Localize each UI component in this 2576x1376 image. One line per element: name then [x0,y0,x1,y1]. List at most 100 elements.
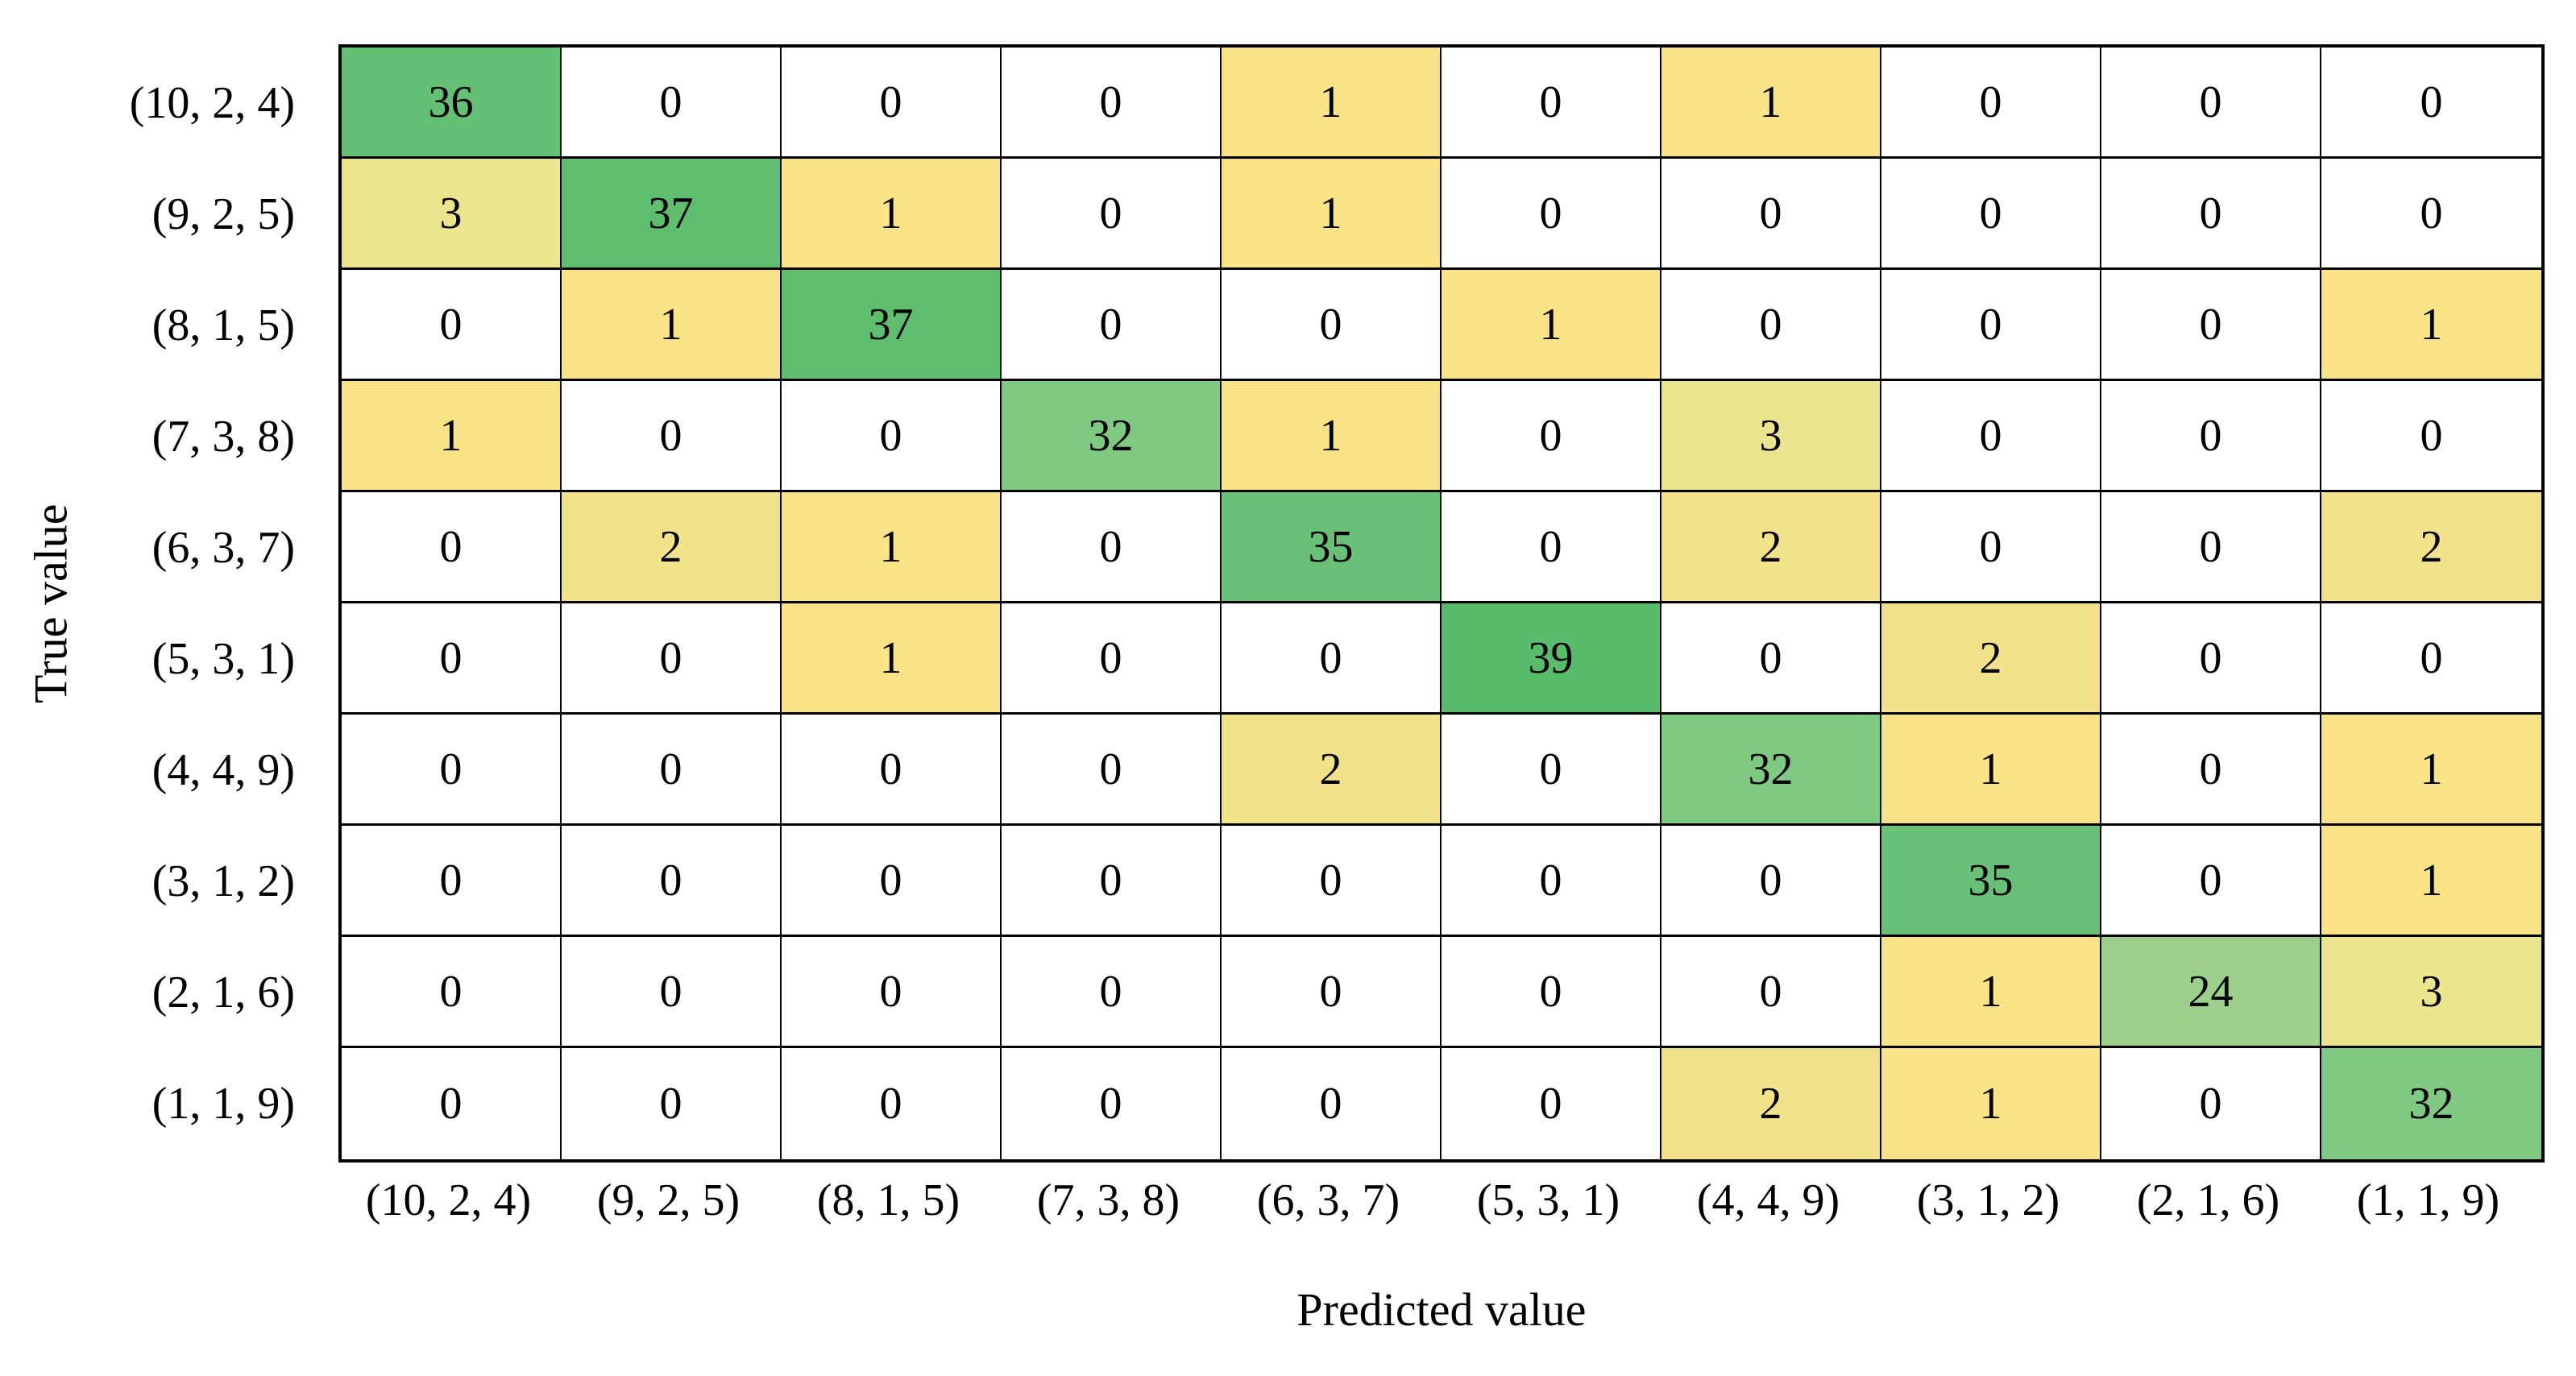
matrix-cell: 0 [342,492,562,603]
matrix-cell: 1 [1881,937,2101,1048]
matrix-cell: 1 [782,603,1002,715]
matrix-cell: 0 [1441,937,1661,1048]
matrix-cell: 1 [1222,159,1441,270]
matrix-cell: 1 [2321,270,2541,381]
row-label: (2, 1, 6) [151,968,295,1017]
matrix-cell: 0 [1881,48,2101,159]
matrix-cell: 1 [1222,381,1441,492]
matrix-cell: 0 [342,603,562,715]
col-label: (1, 1, 9) [2356,1175,2500,1225]
matrix-cell: 2 [562,492,782,603]
matrix-cell: 0 [1661,159,1881,270]
matrix-cell: 0 [342,1048,562,1159]
matrix-cell: 0 [1002,937,1222,1048]
row-label: (5, 3, 1) [151,634,295,684]
matrix-cell: 0 [782,48,1002,159]
matrix-cell: 0 [2321,603,2541,715]
col-label: (6, 3, 7) [1256,1175,1400,1225]
col-label: (3, 1, 2) [1916,1175,2060,1225]
matrix-cell: 0 [562,381,782,492]
matrix-cell: 1 [1441,270,1661,381]
matrix-cell: 37 [782,270,1002,381]
matrix-cell: 1 [1881,1048,2101,1159]
row-label: (3, 1, 2) [151,856,295,906]
matrix-cell: 0 [1661,270,1881,381]
matrix-cell: 2 [1222,715,1441,826]
matrix-cell: 0 [1002,715,1222,826]
matrix-cell: 0 [562,603,782,715]
matrix-cell: 2 [1661,492,1881,603]
row-label: (1, 1, 9) [151,1079,295,1129]
matrix-cell: 0 [1002,826,1222,937]
matrix-cell: 0 [1441,381,1661,492]
matrix-cell: 0 [1222,603,1441,715]
matrix-cell: 1 [1881,715,2101,826]
matrix-cell: 1 [2321,826,2541,937]
matrix-cell: 2 [1881,603,2101,715]
matrix-cell: 0 [2101,826,2321,937]
matrix-cell: 3 [342,159,562,270]
matrix-cell: 0 [1661,826,1881,937]
matrix-cell: 0 [2321,159,2541,270]
matrix-cell: 0 [1661,603,1881,715]
matrix-cell: 0 [1222,1048,1441,1159]
y-axis-tick-labels: (10, 2, 4) (9, 2, 5) (8, 1, 5) (7, 3, 8) (6,… [0,48,316,1159]
col-label: (9, 2, 5) [596,1175,740,1225]
matrix-cell: 36 [342,48,562,159]
confusion-matrix-grid: 36 0 0 0 1 0 1 0 0 0 3 37 1 0 1 0 0 0 0 0 0 1 37 0 0 1 0 0 0 1 1 0 0 32 1 0… [338,44,2545,1163]
matrix-cell: 1 [342,381,562,492]
matrix-cell: 0 [342,715,562,826]
matrix-cell: 0 [782,715,1002,826]
row-label: (4, 4, 9) [151,745,295,795]
row-label: (10, 2, 4) [129,78,295,128]
matrix-cell: 0 [2101,381,2321,492]
matrix-cell: 37 [562,159,782,270]
matrix-cell: 1 [782,159,1002,270]
row-label: (7, 3, 8) [151,412,295,462]
matrix-cell: 2 [2321,492,2541,603]
matrix-cell: 1 [562,270,782,381]
matrix-cell: 0 [1441,48,1661,159]
matrix-cell: 0 [782,1048,1002,1159]
matrix-cell: 1 [2321,715,2541,826]
matrix-cell: 0 [1881,270,2101,381]
matrix-cell: 0 [782,826,1002,937]
matrix-cell: 1 [1222,48,1441,159]
matrix-cell: 0 [2101,492,2321,603]
matrix-cell: 2 [1661,1048,1881,1159]
matrix-cell: 0 [562,826,782,937]
matrix-cell: 0 [1002,603,1222,715]
matrix-cell: 3 [2321,937,2541,1048]
matrix-cell: 32 [1002,381,1222,492]
matrix-cell: 0 [2101,1048,2321,1159]
matrix-cell: 0 [2101,159,2321,270]
matrix-cell: 0 [782,937,1002,1048]
matrix-cell: 0 [562,48,782,159]
matrix-cell: 32 [1661,715,1881,826]
matrix-cell: 35 [1881,826,2101,937]
matrix-cell: 0 [2101,715,2321,826]
matrix-cell: 0 [1441,1048,1661,1159]
row-label: (6, 3, 7) [151,523,295,573]
matrix-cell: 0 [782,381,1002,492]
x-axis-title: Predicted value [1296,1283,1587,1336]
matrix-cell: 0 [1441,826,1661,937]
col-label: (4, 4, 9) [1696,1175,1840,1225]
row-label: (9, 2, 5) [151,189,295,239]
matrix-cell: 0 [2101,48,2321,159]
matrix-cell: 0 [1881,492,2101,603]
matrix-cell: 0 [562,937,782,1048]
matrix-cell: 39 [1441,603,1661,715]
matrix-cell: 0 [1441,492,1661,603]
matrix-cell: 0 [1002,159,1222,270]
matrix-cell: 0 [2101,603,2321,715]
matrix-cell: 0 [342,937,562,1048]
matrix-cell: 0 [1661,937,1881,1048]
matrix-cell: 0 [1441,715,1661,826]
matrix-cell: 0 [2321,381,2541,492]
matrix-cell: 0 [1441,159,1661,270]
row-label: (8, 1, 5) [151,300,295,350]
col-label: (5, 3, 1) [1476,1175,1620,1225]
matrix-cell: 0 [2101,270,2321,381]
